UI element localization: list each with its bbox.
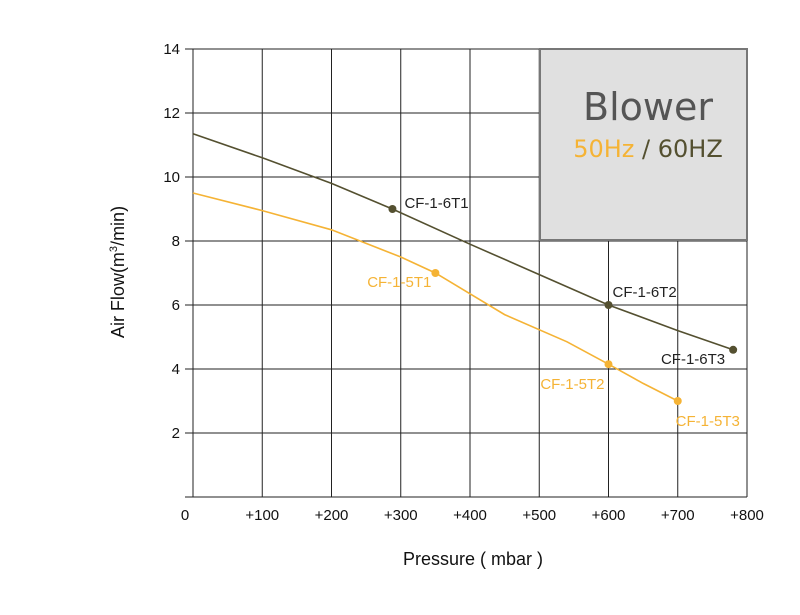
- data-point: [729, 345, 738, 354]
- y-tick-label: 8: [172, 233, 180, 250]
- series-line-0: [192, 133, 734, 351]
- legend-subtitle: 50Hz / 60HZ: [573, 135, 723, 163]
- x-tick-label: +200: [315, 507, 349, 524]
- legend-separator: /: [634, 135, 657, 163]
- legend-title: Blower: [583, 85, 713, 129]
- x-axis-title: Pressure ( mbar ): [403, 549, 543, 569]
- legend-50hz: 50Hz: [573, 135, 634, 163]
- tick-labels: 0 +100 +200 +300 +400 +500 +600 +700 +800 2 4 6 8 10 1…: [163, 41, 764, 524]
- y-tick-label: 14: [163, 41, 180, 58]
- x-tick-label: 0: [181, 507, 189, 524]
- x-tick-label: +400: [453, 507, 487, 524]
- x-tick-label: +600: [592, 507, 626, 524]
- data-label: CF-1-5T3: [676, 413, 740, 430]
- data-point: [673, 397, 682, 405]
- series-group: CF-1-6T1 CF-1-6T2 CF-1-6T3 CF-1-5T1 CF-1-5T2…: [192, 133, 740, 430]
- data-label: CF-1-6T2: [613, 284, 677, 301]
- data-point: [388, 205, 397, 213]
- y-tick-label: 10: [163, 169, 180, 186]
- y-axis-title: Air Flow(m3/min): [108, 206, 128, 338]
- data-label: CF-1-5T1: [367, 274, 431, 291]
- x-tick-label: +300: [384, 507, 418, 524]
- data-point: [431, 269, 440, 277]
- series-line-1: [192, 192, 679, 402]
- y-tick-label: 4: [172, 361, 180, 378]
- legend-60hz: 60HZ: [658, 135, 723, 163]
- data-point: [604, 360, 613, 369]
- x-tick-label: +100: [245, 507, 279, 524]
- legend-box: Blower 50Hz / 60HZ: [539, 48, 748, 241]
- data-point: [604, 301, 613, 309]
- data-label: CF-1-6T1: [404, 195, 468, 212]
- data-label: CF-1-6T3: [661, 351, 725, 368]
- x-tick-label: +500: [522, 507, 556, 524]
- y-tick-label: 12: [163, 105, 180, 122]
- x-tick-label: +700: [661, 507, 695, 524]
- y-tick-label: 2: [172, 425, 180, 442]
- data-label: CF-1-5T2: [540, 376, 604, 393]
- x-tick-label: +800: [730, 507, 764, 524]
- legend-background: [539, 48, 748, 241]
- y-tick-label: 6: [172, 297, 180, 314]
